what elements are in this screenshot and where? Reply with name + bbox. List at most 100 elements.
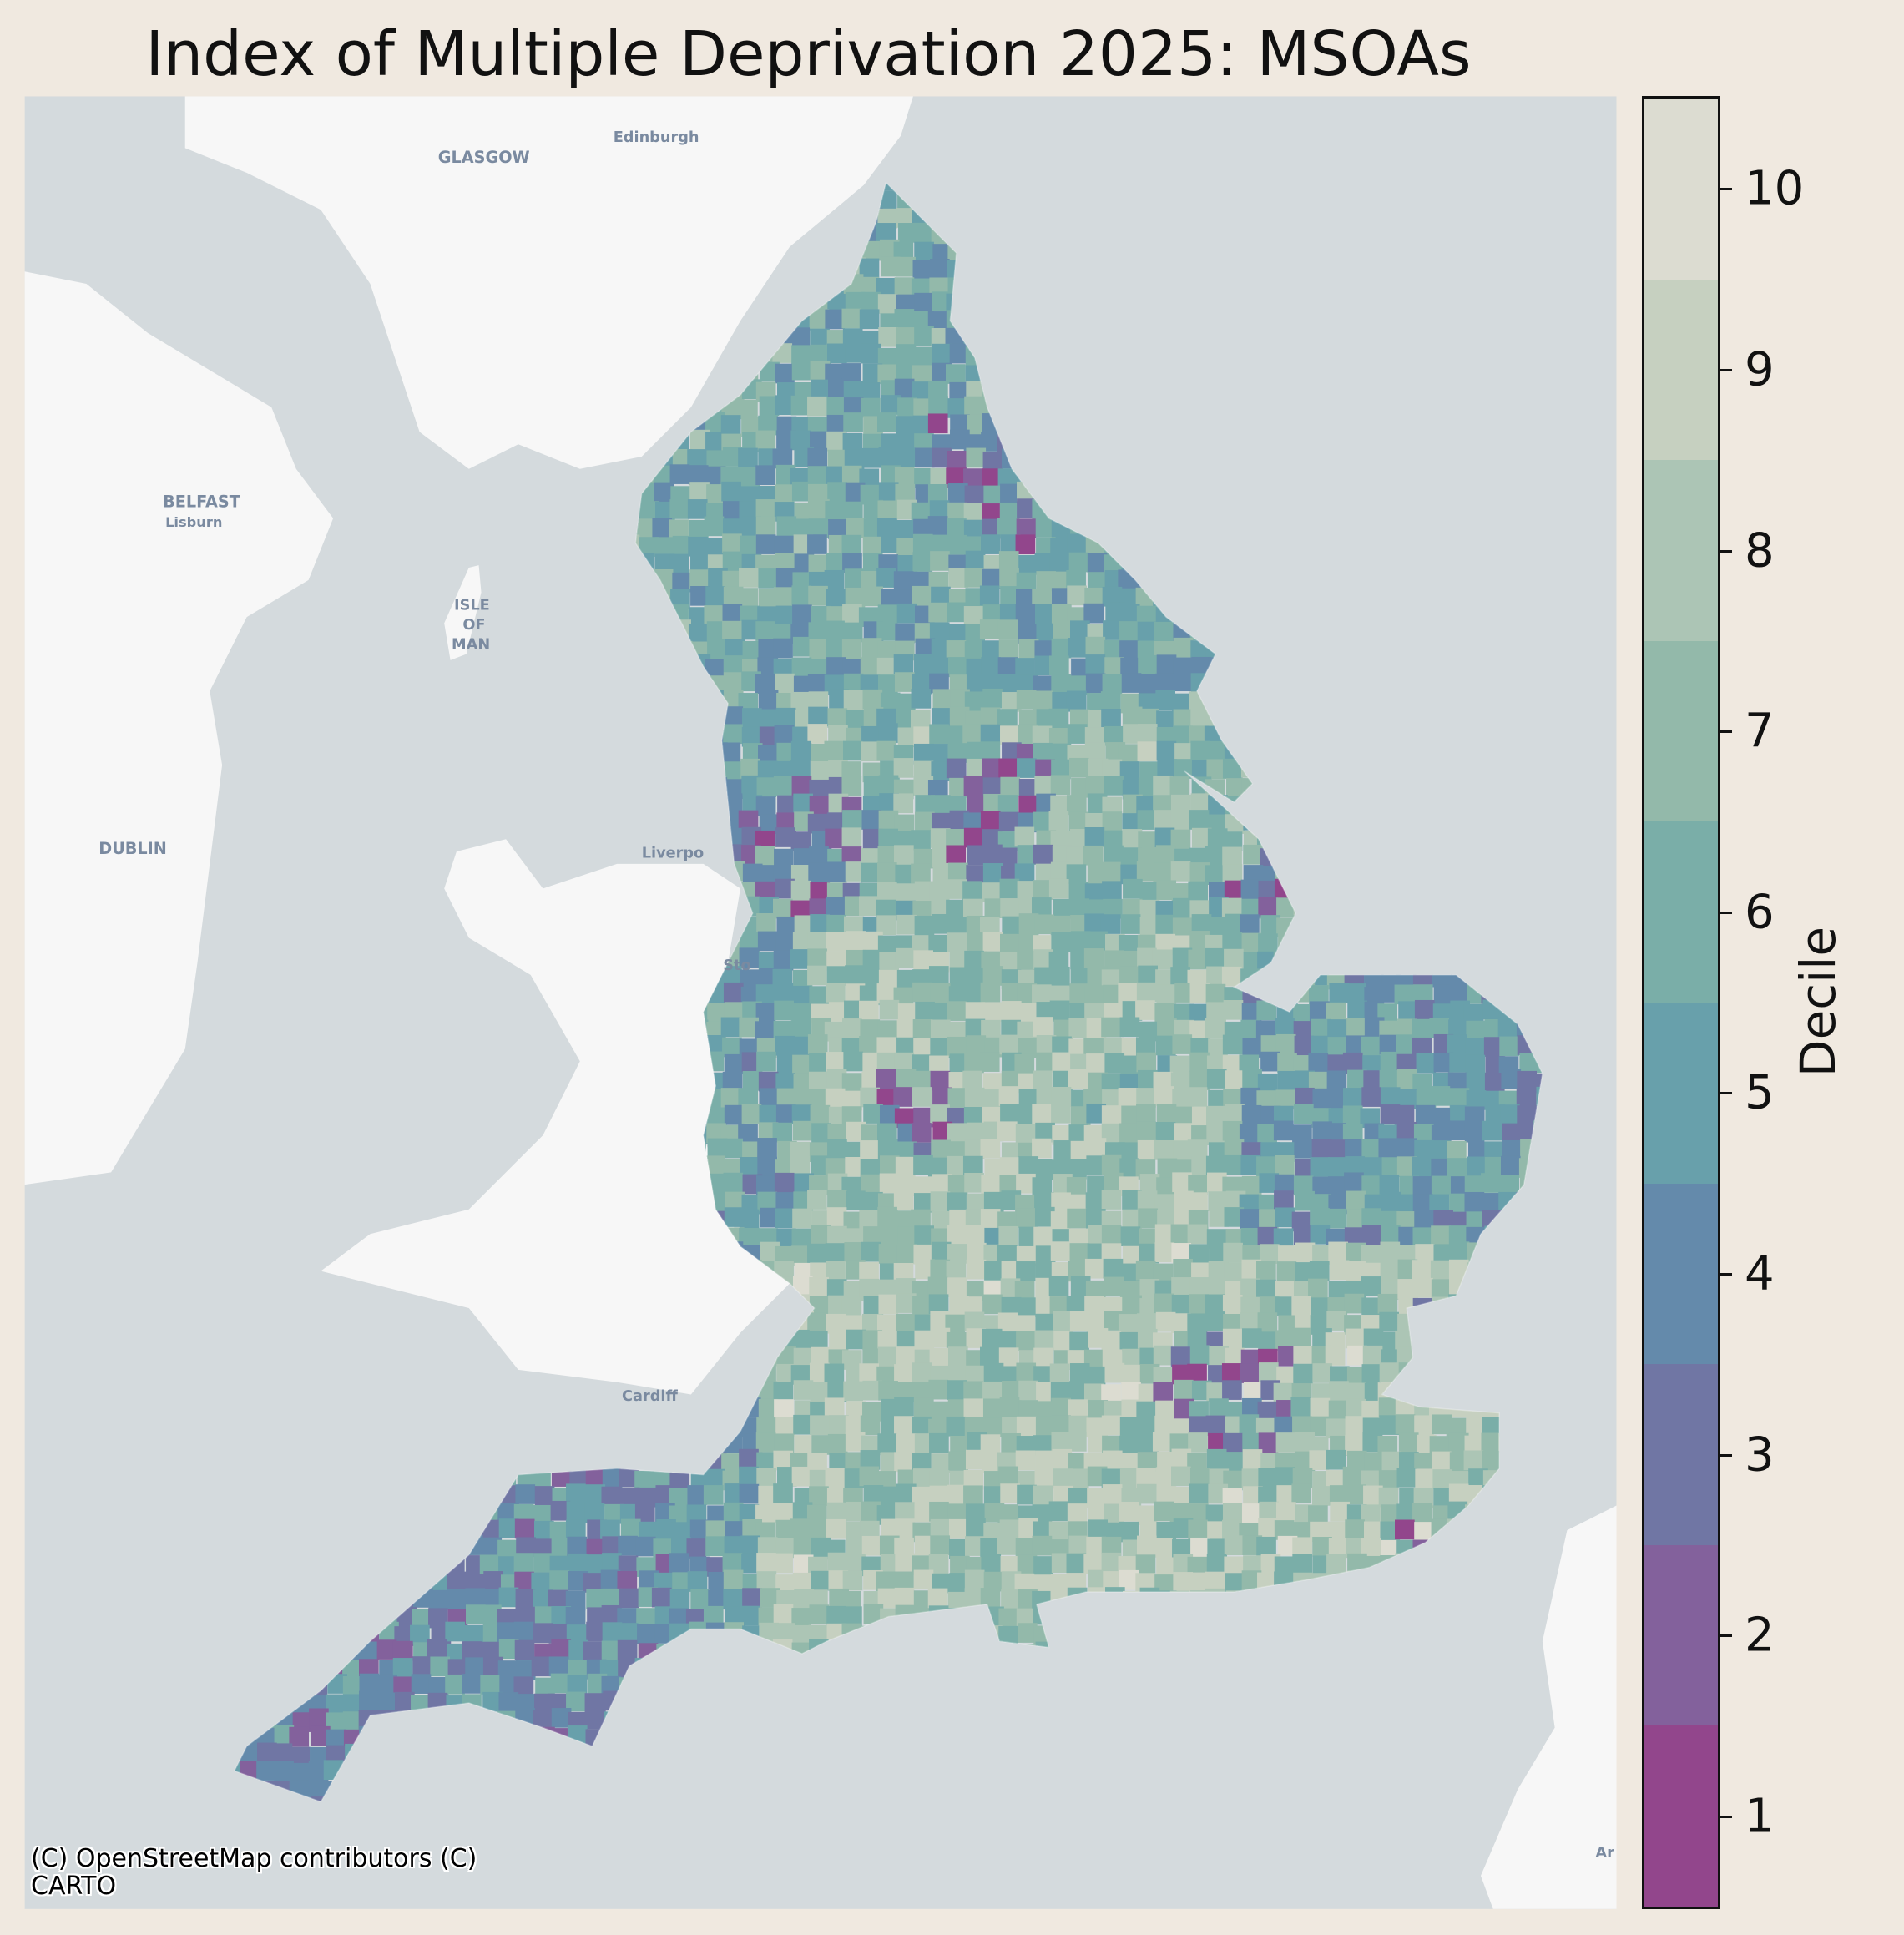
msoa-area bbox=[982, 451, 1003, 472]
msoa-area bbox=[842, 622, 863, 643]
msoa-area bbox=[790, 518, 811, 539]
msoa-area bbox=[861, 862, 881, 883]
msoa-area bbox=[1101, 1017, 1121, 1038]
msoa-area bbox=[912, 1123, 932, 1143]
msoa-area bbox=[1156, 740, 1177, 761]
msoa-area bbox=[1499, 1036, 1519, 1057]
msoa-area bbox=[720, 1017, 741, 1038]
msoa-area bbox=[982, 604, 1003, 624]
msoa-area bbox=[1173, 725, 1193, 746]
msoa-area bbox=[842, 604, 862, 624]
msoa-area bbox=[1083, 845, 1104, 866]
msoa-area bbox=[846, 518, 866, 538]
msoa-area bbox=[1000, 776, 1021, 797]
msoa-area bbox=[808, 706, 828, 727]
msoa-area bbox=[775, 568, 796, 589]
msoa-area bbox=[1086, 1053, 1106, 1074]
msoa-area bbox=[929, 500, 950, 520]
msoa-area bbox=[1310, 1035, 1331, 1056]
msoa-area bbox=[807, 1190, 827, 1210]
msoa-area bbox=[980, 724, 1001, 745]
msoa-area bbox=[1053, 621, 1073, 642]
msoa-area bbox=[930, 259, 950, 279]
msoa-area bbox=[759, 1104, 780, 1125]
msoa-area bbox=[947, 1036, 967, 1057]
msoa-area bbox=[1067, 638, 1088, 658]
msoa-area bbox=[913, 848, 934, 869]
msoa-area bbox=[1222, 1120, 1243, 1141]
msoa-area bbox=[810, 328, 830, 349]
msoa-area bbox=[1347, 1000, 1367, 1021]
msoa-area bbox=[755, 984, 776, 1004]
msoa-area bbox=[1138, 965, 1158, 986]
msoa-area bbox=[826, 466, 846, 487]
msoa-area bbox=[947, 1001, 967, 1021]
msoa-area bbox=[1294, 1139, 1314, 1159]
msoa-area bbox=[705, 586, 725, 606]
msoa-area bbox=[1499, 1175, 1520, 1195]
msoa-area bbox=[827, 482, 847, 503]
msoa-area bbox=[932, 447, 952, 468]
msoa-area bbox=[1205, 865, 1225, 885]
msoa-area bbox=[896, 256, 916, 277]
msoa-area bbox=[860, 382, 881, 402]
msoa-area bbox=[722, 570, 743, 591]
msoa-area bbox=[979, 1052, 1000, 1072]
msoa-area bbox=[878, 810, 899, 831]
msoa-area bbox=[720, 742, 741, 763]
msoa-area bbox=[1084, 727, 1105, 747]
msoa-area bbox=[1154, 1139, 1174, 1160]
msoa-area bbox=[810, 1104, 831, 1125]
msoa-area bbox=[1017, 498, 1037, 518]
msoa-area bbox=[722, 604, 743, 624]
msoa-area bbox=[1207, 828, 1228, 848]
msoa-area bbox=[1153, 795, 1173, 815]
msoa-area bbox=[1275, 1207, 1295, 1228]
msoa-area bbox=[807, 674, 828, 695]
msoa-area bbox=[914, 623, 935, 643]
msoa-area bbox=[739, 568, 759, 588]
msoa-area bbox=[1032, 1104, 1052, 1124]
msoa-area bbox=[1122, 706, 1143, 727]
msoa-area bbox=[845, 587, 866, 608]
msoa-area bbox=[861, 570, 881, 591]
msoa-area bbox=[898, 223, 918, 243]
msoa-area bbox=[911, 502, 932, 523]
msoa-area bbox=[807, 396, 827, 417]
msoa-area bbox=[893, 241, 914, 262]
msoa-area bbox=[1205, 846, 1225, 866]
msoa-area bbox=[912, 1018, 933, 1039]
msoa-area bbox=[893, 654, 914, 674]
msoa-area bbox=[999, 933, 1020, 954]
msoa-area bbox=[1206, 759, 1227, 780]
msoa-area bbox=[979, 585, 1000, 606]
msoa-area bbox=[1137, 621, 1158, 642]
msoa-area bbox=[844, 449, 865, 470]
msoa-area bbox=[929, 673, 949, 694]
msoa-area bbox=[1016, 1208, 1037, 1228]
msoa-area bbox=[720, 415, 741, 435]
msoa-area bbox=[756, 912, 776, 933]
msoa-area bbox=[1033, 811, 1053, 832]
msoa-area bbox=[1102, 759, 1123, 780]
msoa-area bbox=[881, 256, 901, 277]
msoa-area bbox=[1051, 1103, 1071, 1124]
msoa-area bbox=[1189, 862, 1210, 882]
msoa-area bbox=[759, 814, 780, 835]
msoa-area bbox=[1430, 1086, 1451, 1106]
msoa-area bbox=[861, 725, 881, 746]
msoa-area bbox=[740, 1157, 760, 1177]
msoa-area bbox=[930, 551, 950, 571]
msoa-area bbox=[773, 776, 794, 796]
msoa-area bbox=[755, 881, 775, 902]
msoa-area bbox=[828, 725, 848, 745]
msoa-area bbox=[878, 1225, 899, 1245]
msoa-area bbox=[706, 450, 727, 471]
msoa-area bbox=[1136, 605, 1157, 626]
msoa-area bbox=[1135, 1260, 1156, 1281]
msoa-area bbox=[791, 776, 812, 796]
msoa-area bbox=[1191, 656, 1212, 677]
msoa-area bbox=[966, 381, 986, 402]
msoa-area bbox=[1154, 810, 1174, 830]
